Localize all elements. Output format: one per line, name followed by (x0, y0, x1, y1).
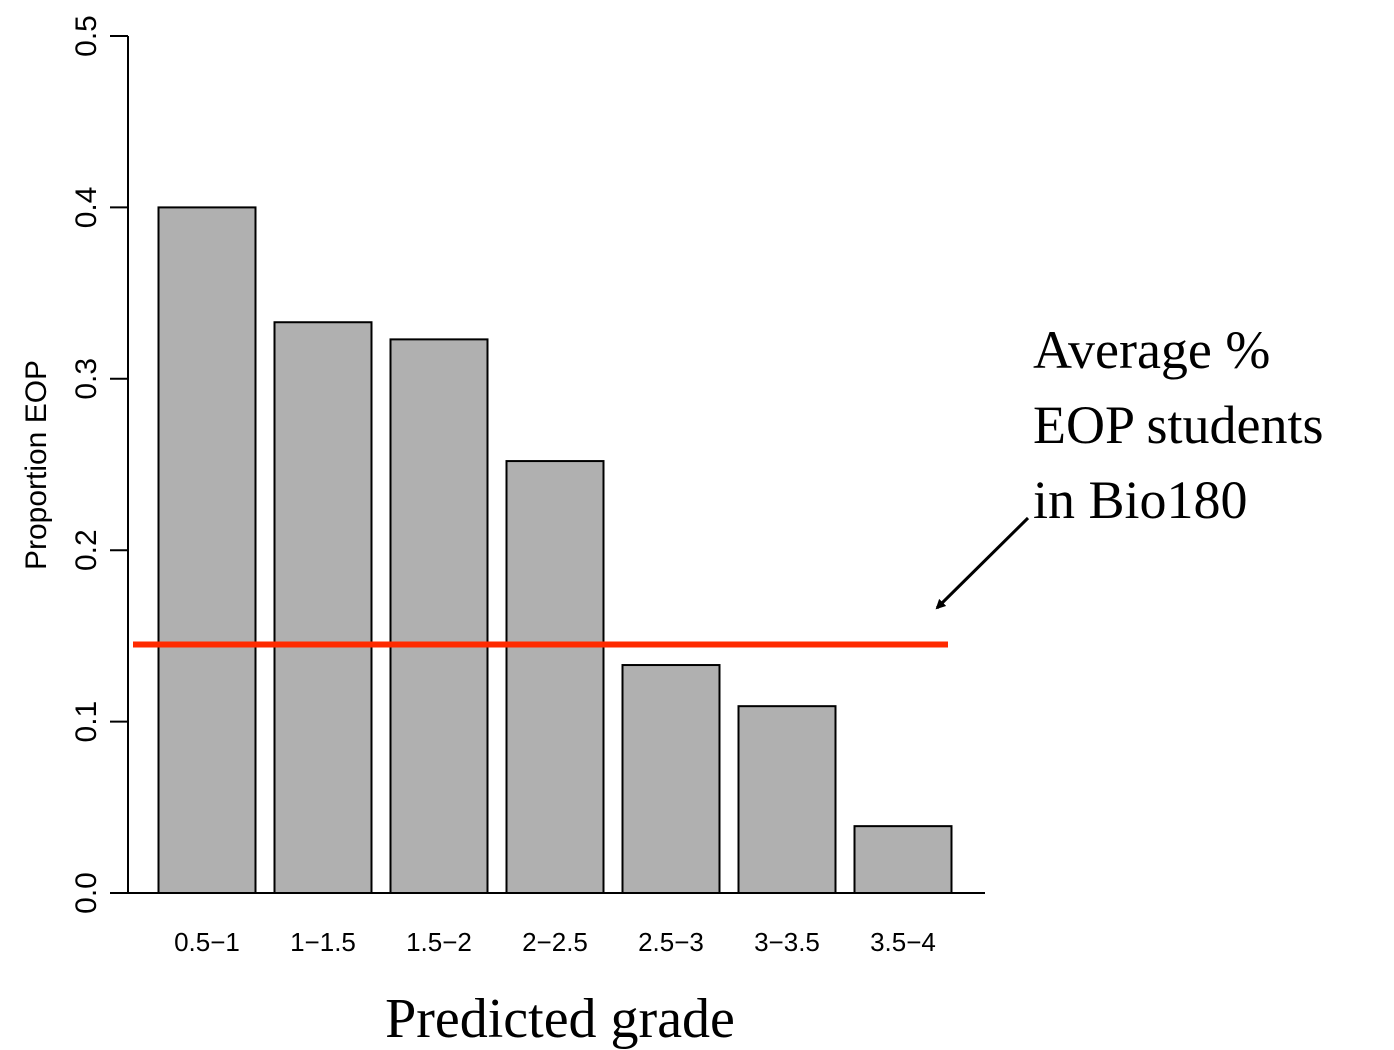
x-tick-label: 2.5−3 (638, 927, 704, 957)
annotation-text: in Bio180 (1033, 470, 1248, 530)
annotation-text: EOP students (1033, 395, 1324, 455)
y-axis-title: Proportion EOP (20, 360, 53, 570)
y-tick-label: 0.3 (70, 358, 103, 400)
bar (389, 338, 489, 894)
x-tick-label: 3−3.5 (754, 927, 820, 957)
y-tick-label: 0.5 (70, 15, 103, 57)
y-tick-label: 0.2 (70, 529, 103, 571)
bar (273, 321, 373, 895)
x-tick-label: 2−2.5 (522, 927, 588, 957)
x-tick-label: 1−1.5 (290, 927, 356, 957)
bar (853, 825, 953, 894)
annotation-text: Average % (1033, 320, 1270, 380)
bar (737, 705, 837, 895)
x-tick-label: 3.5−4 (870, 927, 936, 957)
y-tick-label: 0.0 (70, 872, 103, 914)
bar (157, 206, 257, 894)
bar (621, 664, 721, 895)
annotation-arrow (935, 516, 1030, 610)
x-axis-title: Predicted grade (385, 988, 735, 1050)
bar (505, 460, 605, 894)
y-tick-label: 0.1 (70, 701, 103, 743)
x-tick-label: 0.5−1 (174, 927, 240, 957)
y-tick-label: 0.4 (70, 187, 103, 229)
x-tick-label: 1.5−2 (406, 927, 472, 957)
